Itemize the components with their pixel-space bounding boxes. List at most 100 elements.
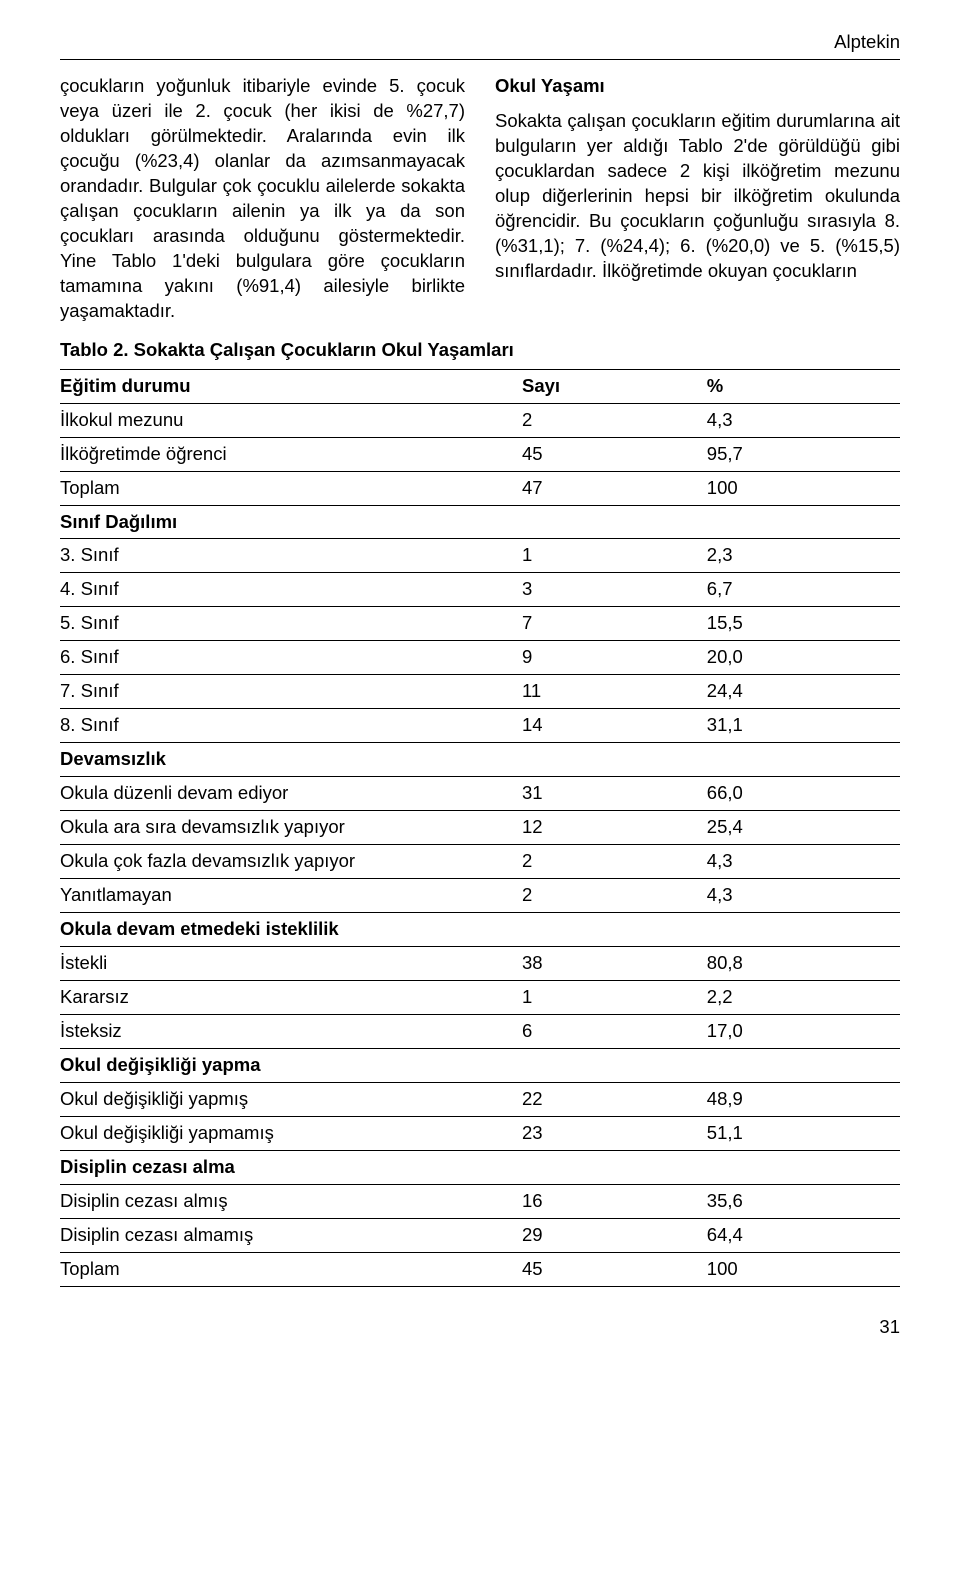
table-cell: Okula ara sıra devamsızlık yapıyor (60, 811, 522, 845)
table-cell: İstekli (60, 947, 522, 981)
table-row: Okula düzenli devam ediyor3166,0 (60, 777, 900, 811)
table-cell: Okul değişikliği yapmamış (60, 1116, 522, 1150)
table-cell: 22 (522, 1082, 707, 1116)
table-cell: 16 (522, 1184, 707, 1218)
table-cell: Okul değişikliği yapmış (60, 1082, 522, 1116)
table-cell: 17,0 (707, 1015, 900, 1049)
table-row: Toplam47100 (60, 471, 900, 505)
data-table: Eğitim durumu Sayı % İlkokul mezunu24,3İ… (60, 369, 900, 1287)
table-row: 7. Sınıf1124,4 (60, 675, 900, 709)
table-cell: 2 (522, 845, 707, 879)
table-section-cell: Disiplin cezası alma (60, 1150, 900, 1184)
table-cell: 38 (522, 947, 707, 981)
table-cell: Kararsız (60, 981, 522, 1015)
table-cell: 2 (522, 403, 707, 437)
table-cell: 8. Sınıf (60, 709, 522, 743)
table-cell: 9 (522, 641, 707, 675)
table-row: İstekli3880,8 (60, 947, 900, 981)
table-row: 6. Sınıf920,0 (60, 641, 900, 675)
table-cell: Disiplin cezası almış (60, 1184, 522, 1218)
table-row: Okula çok fazla devamsızlık yapıyor24,3 (60, 845, 900, 879)
table-cell: 35,6 (707, 1184, 900, 1218)
table-cell: 80,8 (707, 947, 900, 981)
table-header-cell: % (707, 369, 900, 403)
table-cell: 4,3 (707, 879, 900, 913)
table-header-row: Eğitim durumu Sayı % (60, 369, 900, 403)
table-row: Disiplin cezası almış1635,6 (60, 1184, 900, 1218)
section-heading: Okul Yaşamı (495, 74, 900, 99)
two-column-text: çocukların yoğunluk itibariyle evinde 5.… (60, 74, 900, 324)
table-cell: 6. Sınıf (60, 641, 522, 675)
table-cell: 64,4 (707, 1218, 900, 1252)
table-cell: 4,3 (707, 403, 900, 437)
table-title: Tablo 2. Sokakta Çalışan Çocukların Okul… (60, 338, 900, 363)
table-cell: Disiplin cezası almamış (60, 1218, 522, 1252)
table-cell: 7. Sınıf (60, 675, 522, 709)
table-cell: İsteksiz (60, 1015, 522, 1049)
table-row: Kararsız12,2 (60, 981, 900, 1015)
table-section-cell: Okul değişikliği yapma (60, 1049, 900, 1083)
table-row: Disiplin cezası almamış2964,4 (60, 1218, 900, 1252)
table-row: Sınıf Dağılımı (60, 505, 900, 539)
table-row: İlkokul mezunu24,3 (60, 403, 900, 437)
table-cell: 5. Sınıf (60, 607, 522, 641)
table-cell: 48,9 (707, 1082, 900, 1116)
page-number: 31 (60, 1315, 900, 1340)
table-cell: İlköğretimde öğrenci (60, 437, 522, 471)
table-cell: 6 (522, 1015, 707, 1049)
table-row: Yanıtlamayan24,3 (60, 879, 900, 913)
table-cell: 24,4 (707, 675, 900, 709)
table-cell: 2,3 (707, 539, 900, 573)
table-cell: 20,0 (707, 641, 900, 675)
table-cell: Toplam (60, 1252, 522, 1286)
table-row: Okul değişikliği yapmamış2351,1 (60, 1116, 900, 1150)
table-cell: 31 (522, 777, 707, 811)
table-cell: 100 (707, 471, 900, 505)
table-row: 5. Sınıf715,5 (60, 607, 900, 641)
table-cell: İlkokul mezunu (60, 403, 522, 437)
table-cell: 2,2 (707, 981, 900, 1015)
right-paragraph: Sokakta çalışan çocukların eğitim duruml… (495, 109, 900, 284)
table-cell: 3. Sınıf (60, 539, 522, 573)
table-cell: 45 (522, 437, 707, 471)
table-cell: Yanıtlamayan (60, 879, 522, 913)
table-cell: 100 (707, 1252, 900, 1286)
table-cell: 95,7 (707, 437, 900, 471)
table-cell: 47 (522, 471, 707, 505)
table-cell: 23 (522, 1116, 707, 1150)
table-cell: Okula düzenli devam ediyor (60, 777, 522, 811)
table-cell: 45 (522, 1252, 707, 1286)
table-cell: 11 (522, 675, 707, 709)
table-row: 3. Sınıf12,3 (60, 539, 900, 573)
table-section-cell: Okula devam etmedeki isteklilik (60, 913, 900, 947)
table-cell: 6,7 (707, 573, 900, 607)
table-row: 8. Sınıf1431,1 (60, 709, 900, 743)
table-cell: 2 (522, 879, 707, 913)
header-rule: Alptekin (60, 30, 900, 60)
table-row: 4. Sınıf36,7 (60, 573, 900, 607)
table-cell: 4,3 (707, 845, 900, 879)
table-cell: 29 (522, 1218, 707, 1252)
table-row: Okula devam etmedeki isteklilik (60, 913, 900, 947)
table-row: İlköğretimde öğrenci4595,7 (60, 437, 900, 471)
table-cell: 25,4 (707, 811, 900, 845)
table-header-cell: Sayı (522, 369, 707, 403)
table-cell: 3 (522, 573, 707, 607)
table-cell: 4. Sınıf (60, 573, 522, 607)
table-row: Okul değişikliği yapma (60, 1049, 900, 1083)
table-row: Disiplin cezası alma (60, 1150, 900, 1184)
table-cell: 66,0 (707, 777, 900, 811)
table-cell: 12 (522, 811, 707, 845)
table-cell: 1 (522, 981, 707, 1015)
table-header-cell: Eğitim durumu (60, 369, 522, 403)
table-row: Okul değişikliği yapmış2248,9 (60, 1082, 900, 1116)
table-cell: 14 (522, 709, 707, 743)
right-column: Okul Yaşamı Sokakta çalışan çocukların e… (495, 74, 900, 324)
table-cell: 7 (522, 607, 707, 641)
table-cell: 51,1 (707, 1116, 900, 1150)
author-name: Alptekin (834, 31, 900, 52)
table-cell: 15,5 (707, 607, 900, 641)
table-row: Devamsızlık (60, 743, 900, 777)
table-section-cell: Sınıf Dağılımı (60, 505, 900, 539)
table-row: Toplam45100 (60, 1252, 900, 1286)
